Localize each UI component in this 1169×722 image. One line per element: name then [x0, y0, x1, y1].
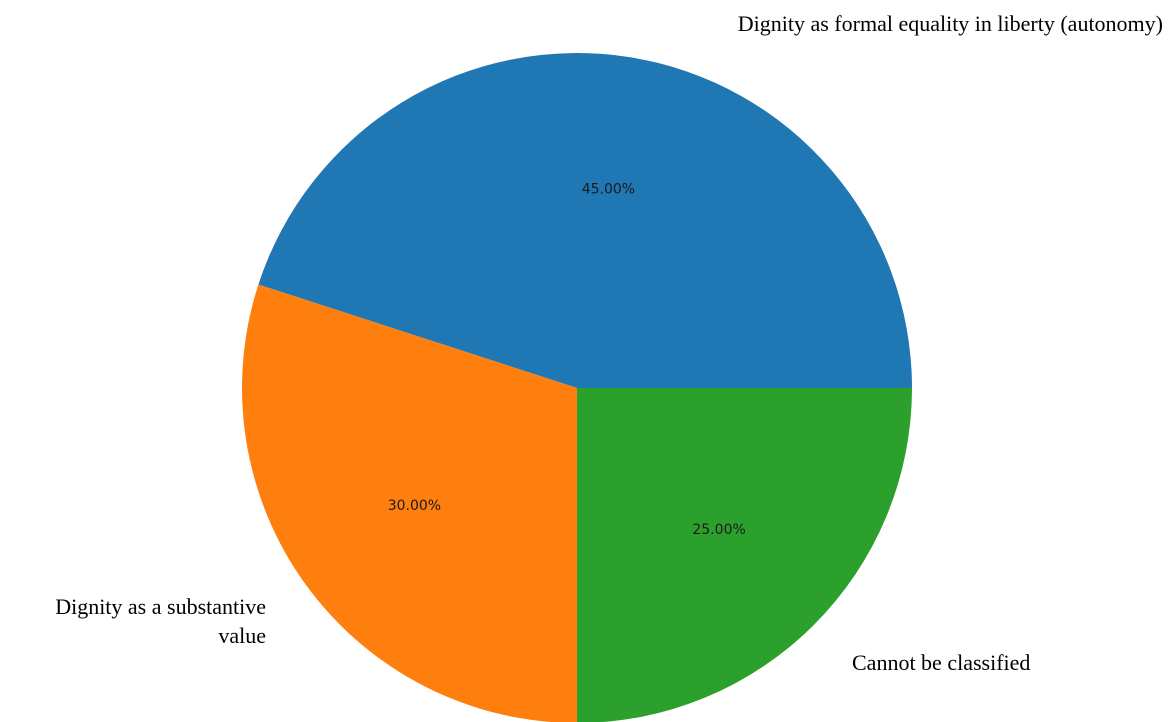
category-label-dignity-as-formal-equality-in-liberty-autonomy: Dignity as formal equality in liberty (a… — [738, 11, 1163, 36]
pie-slice-cannot-be-classified — [577, 388, 912, 722]
percent-label-dignity-as-a-substantive-value: 30.00% — [388, 498, 441, 514]
pie-slice-dignity-as-formal-equality-in-liberty-autonomy — [258, 53, 912, 388]
pie-slice-dignity-as-a-substantive-value — [242, 284, 577, 722]
percent-labels: 45.00% 30.00% 25.00% — [388, 182, 746, 539]
percent-label-dignity-as-formal-equality-in-liberty-autonomy: 45.00% — [582, 182, 635, 198]
category-label-dignity-as-a-substantive-value: Dignity as a substantive value — [55, 594, 266, 648]
category-label-cannot-be-classified: Cannot be classified — [852, 650, 1030, 675]
category-labels: Dignity as formal equality in liberty (a… — [55, 11, 1163, 675]
percent-label-cannot-be-classified: 25.00% — [692, 522, 745, 538]
pie-slices — [242, 53, 912, 722]
